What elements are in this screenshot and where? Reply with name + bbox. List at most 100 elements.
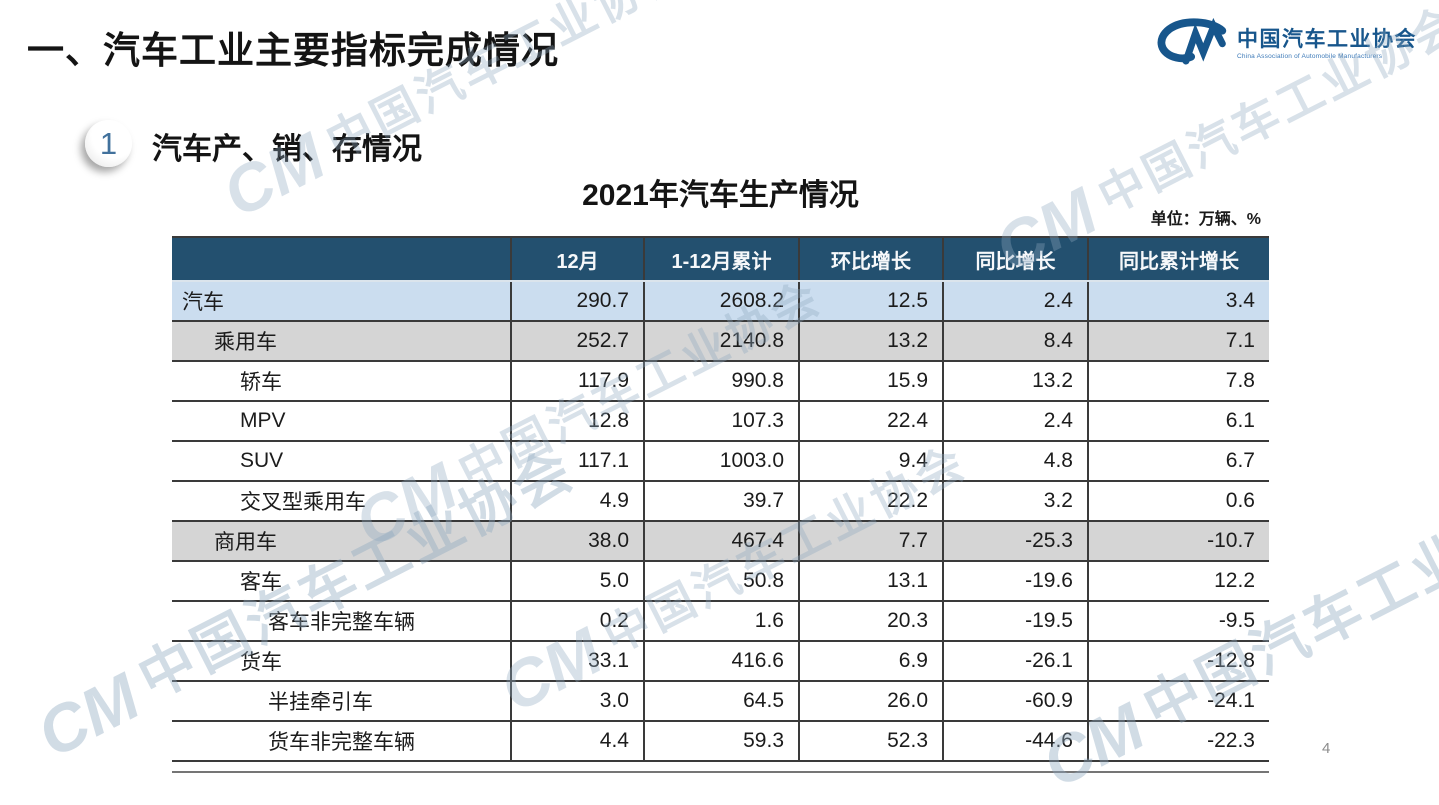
row-label: 汽车 [172,281,511,322]
row-label: SUV [172,441,511,482]
logo-name-cn: 中国汽车工业协会 [1237,28,1417,52]
row-label: 乘用车 [172,321,511,362]
cell-value: 22.2 [798,481,943,522]
table-row: 交叉型乘用车 4.9 39.7 22.2 3.2 0.6 [172,481,1269,522]
cell-value: -19.5 [942,601,1088,642]
cell-value: 12.2 [1087,561,1269,602]
cell-value: 33.1 [510,641,644,682]
cell-value: 15.9 [798,361,943,402]
cell-value: 20.3 [798,601,943,642]
cell-value: 467.4 [643,521,799,562]
column-header: 同比增长 [942,237,1088,282]
section-number: 1 [99,125,118,161]
cell-value: 13.2 [798,321,943,362]
production-table: 12月 1-12月累计 环比增长 同比增长 同比累计增长 汽车 290.7 2608.2 12… [172,236,1269,762]
cell-value: 4.4 [510,721,644,762]
unit-note: 单位：万辆、% [1150,211,1261,228]
row-label: 轿车 [172,361,511,402]
cell-value: 117.1 [510,441,644,482]
table-row: SUV 117.1 1003.0 9.4 4.8 6.7 [172,441,1269,482]
caam-logo-icon [1153,17,1231,71]
table-row: MPV 12.8 107.3 22.4 2.4 6.1 [172,401,1269,442]
cell-value: 7.1 [1087,321,1269,362]
cell-value: 13.2 [942,361,1088,402]
cell-value: 416.6 [643,641,799,682]
page-number: 4 [1322,740,1331,757]
row-label: 客车非完整车辆 [172,601,511,642]
cell-value: 6.7 [1087,441,1269,482]
column-header: 1-12月累计 [643,237,799,282]
cell-value: 4.8 [942,441,1088,482]
table-row: 轿车 117.9 990.8 15.9 13.2 7.8 [172,361,1269,402]
table-header-row: 12月 1-12月累计 环比增长 同比增长 同比累计增长 [172,237,1269,282]
cell-value: -26.1 [942,641,1088,682]
cell-value: 990.8 [643,361,799,402]
logo-name-en: China Association of Automobile Manufact… [1237,53,1383,61]
row-label: 货车 [172,641,511,682]
table-row: 商用车 38.0 467.4 7.7 -25.3 -10.7 [172,521,1269,562]
table-bottom-rule [172,771,1269,773]
row-label: 半挂牵引车 [172,681,511,722]
cell-value: 59.3 [643,721,799,762]
table-row: 半挂牵引车 3.0 64.5 26.0 -60.9 -24.1 [172,681,1269,722]
caam-logo: 中国汽车工业协会 China Association of Automobile… [1153,17,1417,71]
cell-value: 3.4 [1087,281,1269,322]
table-row: 汽车 290.7 2608.2 12.5 2.4 3.4 [172,281,1269,322]
cell-value: 1.6 [643,601,799,642]
cell-value: 52.3 [798,721,943,762]
section-number-badge: 1 [85,120,132,167]
cell-value: -22.3 [1087,721,1269,762]
cell-value: -25.3 [942,521,1088,562]
row-label: 交叉型乘用车 [172,481,511,522]
cell-value: -24.1 [1087,681,1269,722]
cell-value: 6.1 [1087,401,1269,442]
cell-value: 22.4 [798,401,943,442]
row-label: MPV [172,401,511,442]
cell-value: 13.1 [798,561,943,602]
table-row: 货车 33.1 416.6 6.9 -26.1 -12.8 [172,641,1269,682]
section-title: 汽车产、销、存情况 [152,133,422,166]
cell-value: 7.7 [798,521,943,562]
cell-value: 5.0 [510,561,644,602]
table-title: 2021年汽车生产情况 [582,179,859,212]
cell-value: 3.2 [942,481,1088,522]
row-label: 客车 [172,561,511,602]
cell-value: 4.9 [510,481,644,522]
column-header: 同比累计增长 [1087,237,1269,282]
cell-value: 50.8 [643,561,799,602]
cell-value: 252.7 [510,321,644,362]
cell-value: 2608.2 [643,281,799,322]
cell-value: 7.8 [1087,361,1269,402]
table-body: 汽车 290.7 2608.2 12.5 2.4 3.4 乘用车 252.7 2140.8 13.… [172,281,1269,762]
cell-value: 1003.0 [643,441,799,482]
cell-value: 12.8 [510,401,644,442]
cell-value: 3.0 [510,681,644,722]
watermark-cm-icon: CM [25,658,151,772]
cell-value: 26.0 [798,681,943,722]
column-header: 12月 [510,237,644,282]
column-header: 环比增长 [798,237,943,282]
table-row: 客车 5.0 50.8 13.1 -19.6 12.2 [172,561,1269,602]
table-row: 乘用车 252.7 2140.8 13.2 8.4 7.1 [172,321,1269,362]
row-label: 商用车 [172,521,511,562]
cell-value: 64.5 [643,681,799,722]
cell-value: 38.0 [510,521,644,562]
cell-value: 117.9 [510,361,644,402]
row-label: 货车非完整车辆 [172,721,511,762]
table-row: 货车非完整车辆 4.4 59.3 52.3 -44.6 -22.3 [172,721,1269,762]
cell-value: 0.2 [510,601,644,642]
page-title: 一、汽车工业主要指标完成情况 [27,30,559,71]
cell-value: -10.7 [1087,521,1269,562]
cell-value: 6.9 [798,641,943,682]
cell-value: -12.8 [1087,641,1269,682]
cell-value: 9.4 [798,441,943,482]
cell-value: 2140.8 [643,321,799,362]
cell-value: 12.5 [798,281,943,322]
cell-value: 8.4 [942,321,1088,362]
cell-value: 39.7 [643,481,799,522]
cell-value: 0.6 [1087,481,1269,522]
cell-value: 2.4 [942,281,1088,322]
column-header-empty [172,237,511,282]
cell-value: 107.3 [643,401,799,442]
cell-value: 2.4 [942,401,1088,442]
